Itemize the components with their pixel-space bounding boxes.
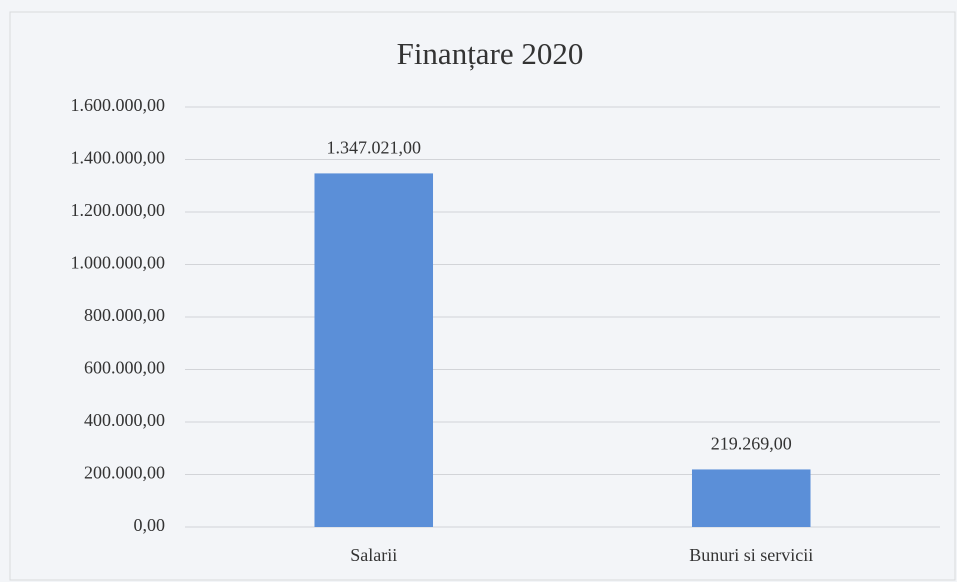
y-tick-label: 1.000.000,00 xyxy=(71,253,166,273)
y-tick-label: 1.600.000,00 xyxy=(71,95,166,115)
y-tick-label: 600.000,00 xyxy=(84,358,165,378)
data-label: 219.269,00 xyxy=(711,434,792,454)
y-tick-label: 200.000,00 xyxy=(84,463,165,483)
y-tick-label: 400.000,00 xyxy=(84,410,165,430)
bar xyxy=(314,173,434,527)
y-tick-label: 0,00 xyxy=(134,515,166,535)
data-label: 1.347.021,00 xyxy=(327,138,422,158)
y-tick-label: 1.400.000,00 xyxy=(71,148,166,168)
x-tick-label: Bunuri si servicii xyxy=(689,545,813,565)
y-tick-label: 800.000,00 xyxy=(84,305,165,325)
chart-title: Finanțare 2020 xyxy=(397,36,584,71)
x-tick-label: Salarii xyxy=(350,545,397,565)
bar xyxy=(691,469,811,527)
y-tick-label: 1.200.000,00 xyxy=(71,200,166,220)
